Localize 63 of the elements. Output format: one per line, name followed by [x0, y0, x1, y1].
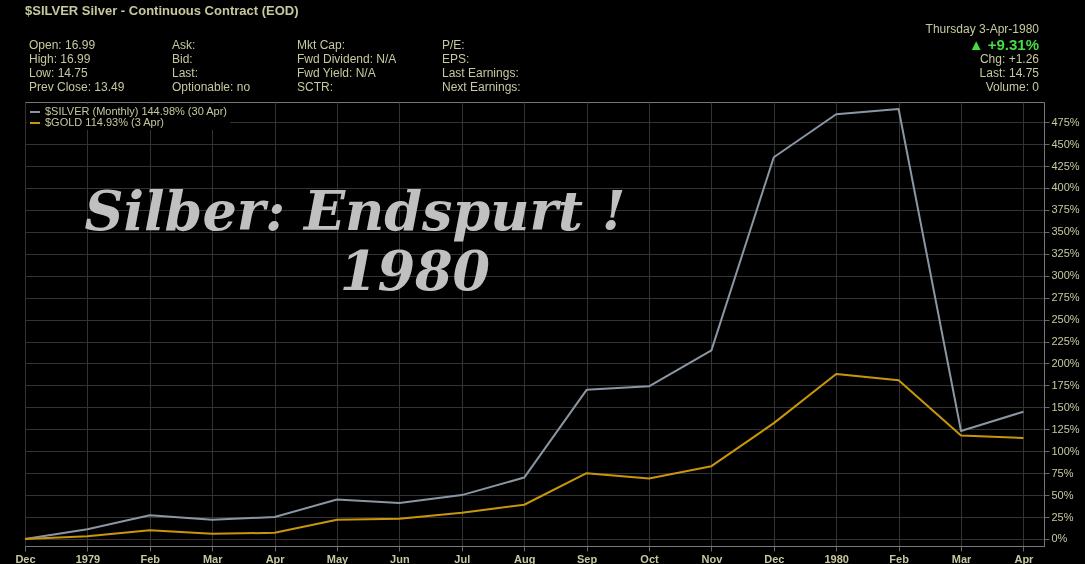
legend-label: $GOLD 114.93% (3 Apr): [45, 116, 165, 128]
x-tick-label: Oct: [640, 552, 660, 564]
y-tick-label: 175%: [1051, 378, 1080, 391]
x-tick-label: Feb: [140, 552, 161, 564]
x-tick-label: Mar: [951, 552, 973, 564]
x-tick-label: Dec: [764, 552, 785, 564]
y-tick-label: 275%: [1051, 291, 1080, 304]
y-tick-label: 350%: [1051, 225, 1080, 238]
x-tick-label: Apr: [265, 552, 286, 564]
text: Open: 16.99: [29, 38, 96, 52]
line-series: [24, 373, 1025, 540]
x-tick-label: Dec: [15, 552, 36, 564]
text: Low: 14.75: [29, 66, 89, 80]
y-tick-label: 300%: [1051, 269, 1080, 282]
y-tick-label: 50%: [1051, 488, 1074, 501]
text: Last:: [172, 66, 199, 80]
x-tick-label: Jun: [390, 552, 410, 564]
y-tick-label: 0%: [1051, 532, 1068, 545]
y-tick-label: 75%: [1051, 466, 1074, 479]
x-tick-label: Nov: [701, 552, 724, 564]
y-tick-label: 250%: [1051, 313, 1080, 326]
y-tick-label: 225%: [1051, 335, 1080, 348]
text: Ask:: [172, 38, 196, 52]
text: High: 16.99: [29, 52, 91, 66]
text: Bid:: [172, 52, 193, 66]
x-tick-label: Jul: [454, 552, 471, 564]
x-tick-label: Aug: [514, 552, 536, 564]
text: Mkt Cap:: [297, 38, 346, 52]
y-tick-label: 425%: [1051, 159, 1080, 172]
text: Volume: 0: [985, 80, 1040, 94]
y-tick-label: 475%: [1051, 115, 1080, 128]
text: Next Earnings:: [442, 80, 521, 94]
legend-label: $SILVER (Monthly) 144.98% (30 Apr): [45, 105, 227, 117]
text: Thursday 3-Apr-1980: [925, 22, 1040, 36]
text: P/E:: [442, 38, 465, 52]
text: Fwd Yield: N/A: [297, 66, 376, 80]
text: Last: 14.75: [979, 66, 1040, 80]
x-tick-label: Apr: [1014, 552, 1035, 564]
x-tick-label: Mar: [202, 552, 224, 564]
text: ▲ +9.31%: [968, 36, 1039, 53]
text: EPS:: [442, 52, 470, 66]
y-tick-label: 325%: [1051, 247, 1080, 260]
y-tick-label: 375%: [1051, 203, 1080, 216]
text: Chg: +1.26: [979, 52, 1040, 66]
y-tick-label: 125%: [1051, 422, 1080, 435]
text: Fwd Dividend: N/A: [297, 52, 397, 66]
x-tick-label: Feb: [889, 552, 910, 564]
y-tick-label: 25%: [1051, 510, 1074, 523]
text: Optionable: no: [172, 80, 251, 94]
x-tick-label: Sep: [577, 552, 598, 564]
x-tick-label: 1979: [75, 552, 101, 564]
text: SCTR:: [297, 80, 333, 94]
y-tick-label: 100%: [1051, 444, 1080, 457]
y-tick-label: 450%: [1051, 137, 1080, 150]
text: Prev Close: 13.49: [29, 80, 125, 94]
x-tick-label: May: [326, 552, 350, 564]
text: Last Earnings:: [442, 66, 519, 80]
annotation: Silber: Endspurt !: [84, 179, 626, 243]
chart-title: $SILVER Silver - Continuous Contract (EOD): [25, 3, 299, 18]
y-tick-label: 400%: [1051, 181, 1080, 194]
y-tick-label: 200%: [1051, 356, 1080, 369]
x-tick-label: 1980: [824, 552, 849, 564]
y-tick-label: 150%: [1051, 400, 1080, 413]
